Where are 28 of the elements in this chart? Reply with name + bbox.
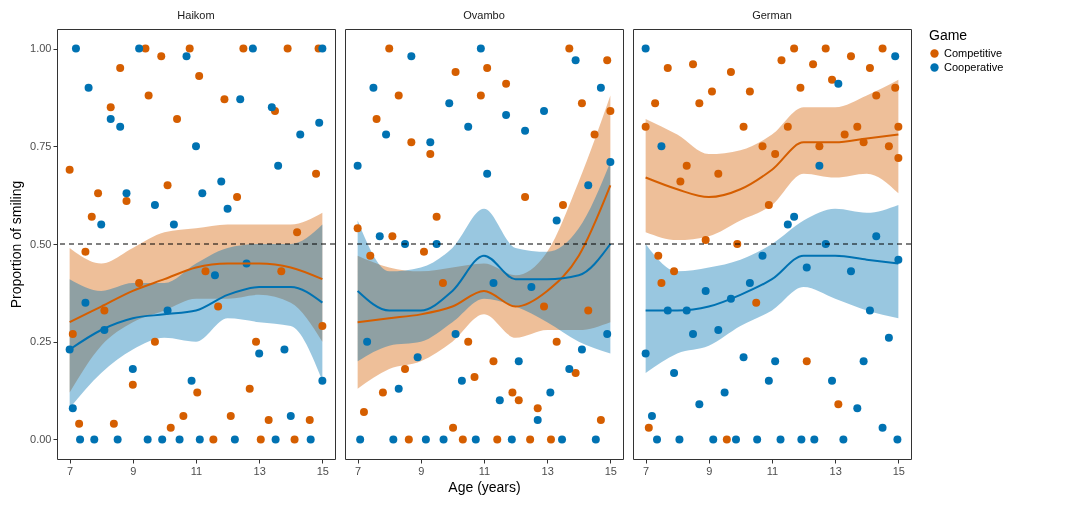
x-tick-label: 11: [766, 464, 779, 477]
x-tick-label: 15: [892, 464, 905, 477]
y-tick-label: 0.00: [30, 432, 52, 445]
x-tick-label: 13: [829, 464, 842, 477]
x-tick-label: 11: [190, 464, 203, 477]
legend-label: Competitive: [944, 46, 1003, 59]
x-tick-label: 7: [355, 464, 362, 477]
x-axis-title: Age (years): [448, 478, 521, 495]
x-tick-label: 13: [541, 464, 554, 477]
y-tick-label: 0.25: [30, 335, 52, 348]
x-tick-label: 9: [706, 464, 713, 477]
legend-label: Cooperative: [944, 60, 1004, 73]
y-axis-title: Proportion of smiling: [8, 180, 25, 309]
x-tick-label: 7: [67, 464, 74, 477]
x-tick-label: 15: [604, 464, 617, 477]
chart-title: Ovambo: [463, 9, 505, 21]
chart-title: Haikom: [177, 9, 215, 21]
x-tick-label: 9: [418, 464, 425, 477]
x-tick-label: 13: [253, 464, 266, 477]
legend-title: Game: [929, 27, 968, 43]
x-tick-label: 15: [316, 464, 329, 477]
x-tick-label: 9: [130, 464, 137, 477]
y-tick-label: 0.50: [30, 237, 52, 250]
x-tick-label: 7: [643, 464, 650, 477]
y-tick-label: 0.75: [30, 139, 52, 152]
chart-title: German: [752, 9, 792, 21]
y-tick-label: 1.00: [30, 42, 52, 55]
x-tick-label: 11: [478, 464, 491, 477]
